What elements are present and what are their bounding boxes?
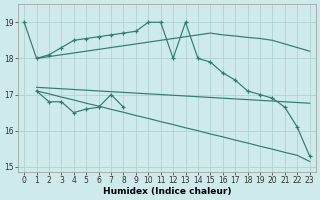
X-axis label: Humidex (Indice chaleur): Humidex (Indice chaleur) bbox=[103, 187, 231, 196]
